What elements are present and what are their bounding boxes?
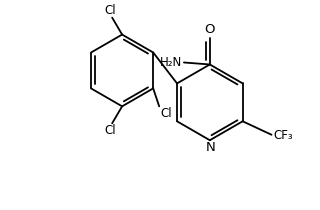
Text: CF₃: CF₃ (274, 129, 293, 142)
Text: Cl: Cl (104, 4, 116, 17)
Text: H₂N: H₂N (160, 56, 182, 69)
Text: Cl: Cl (104, 124, 116, 137)
Text: N: N (206, 141, 216, 154)
Text: Cl: Cl (160, 107, 172, 120)
Text: O: O (204, 22, 215, 35)
